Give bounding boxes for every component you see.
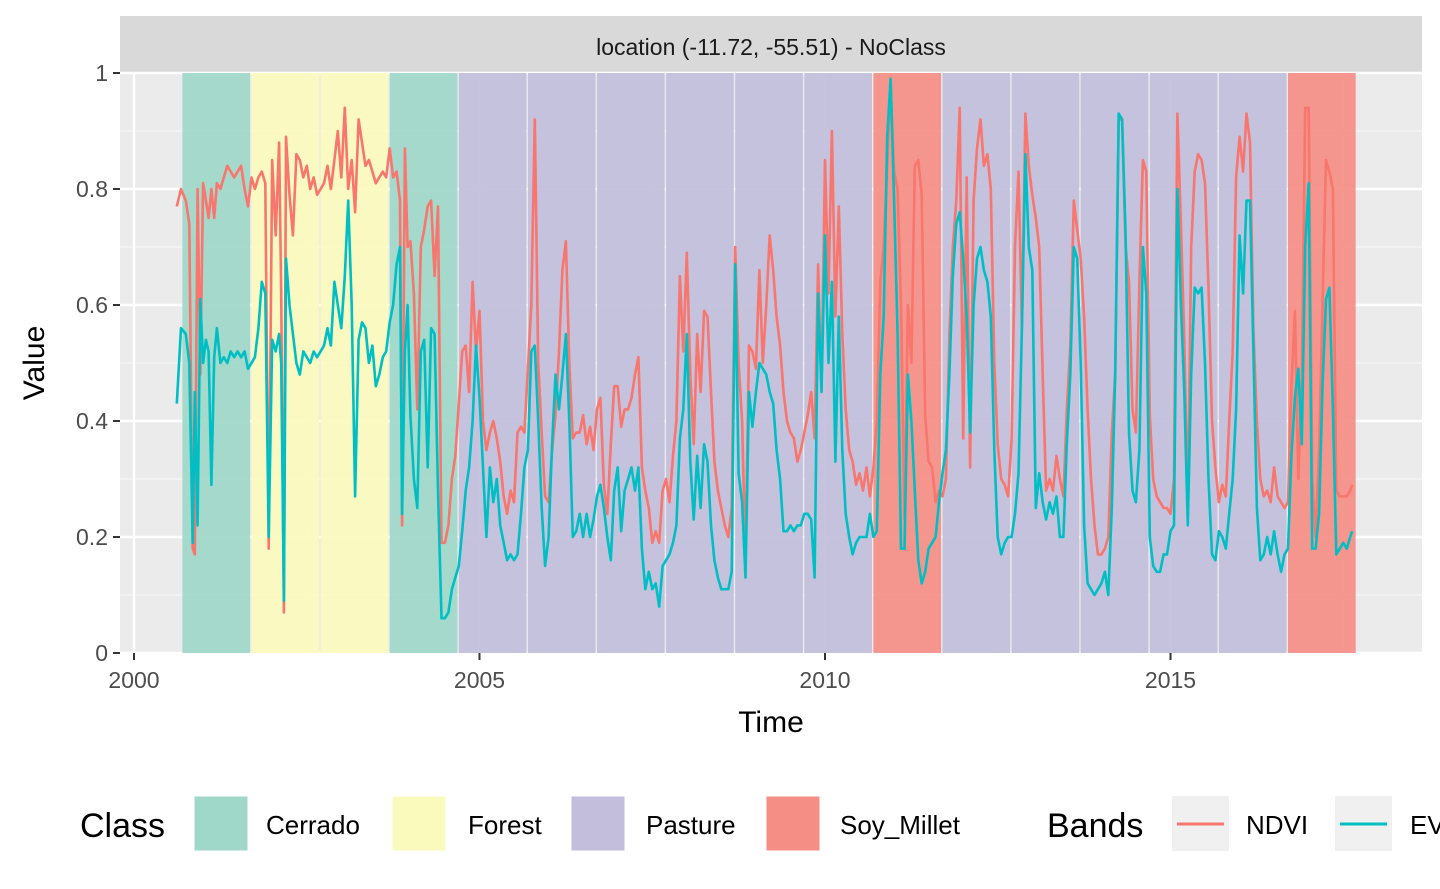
facet-strip (120, 16, 1422, 73)
class-legend-title: Class (80, 807, 165, 845)
x-axis-title: Time (738, 706, 804, 739)
x-tick-label: 2015 (1145, 667, 1196, 693)
class-legend: Class Cerrado Forest Pasture Soy_Millet (80, 795, 961, 852)
bands-legend-title: Bands (1047, 807, 1143, 845)
series-line-ndvi (175, 83, 1354, 614)
x-tick-label: 2005 (454, 667, 505, 693)
y-tick-label: 0.6 (76, 292, 108, 318)
y-tick-label: 0.8 (76, 176, 108, 202)
legend-key-soy-millet (765, 795, 821, 852)
legend-label-forest: Forest (468, 810, 542, 840)
class-band-pasture (596, 73, 665, 653)
y-axis-title: Value (18, 326, 51, 401)
y-axis: 0 0.2 0.4 0.6 0.8 1 (76, 60, 120, 666)
legend-key-pasture (570, 795, 626, 852)
series-lines (175, 77, 1354, 620)
bands-legend: Bands NDVI EVI (1047, 796, 1440, 851)
facet-title: location (-11.72, -55.51) - NoClass (596, 34, 946, 60)
y-tick-label: 1 (95, 60, 108, 86)
y-tick-label: 0.2 (76, 524, 108, 550)
y-tick-label: 0 (95, 640, 108, 666)
legend-label-pasture: Pasture (646, 810, 736, 840)
x-axis: 2000 2005 2010 2015 (108, 653, 1196, 693)
legend-key-cerrado (193, 795, 249, 852)
legend-label-evi: EVI (1410, 810, 1440, 840)
series-line-evi (175, 77, 1354, 620)
y-tick-label: 0.4 (76, 408, 108, 434)
class-band-cerrado (182, 73, 251, 653)
legend-label-cerrado: Cerrado (266, 810, 360, 840)
x-tick-label: 2010 (799, 667, 850, 693)
legend-label-ndvi: NDVI (1246, 810, 1308, 840)
class-band-forest (320, 73, 389, 653)
class-band-pasture (1011, 73, 1080, 653)
legend-label-soy-millet: Soy_Millet (840, 810, 961, 840)
legend-key-forest (391, 795, 447, 852)
x-tick-label: 2000 (108, 667, 159, 693)
